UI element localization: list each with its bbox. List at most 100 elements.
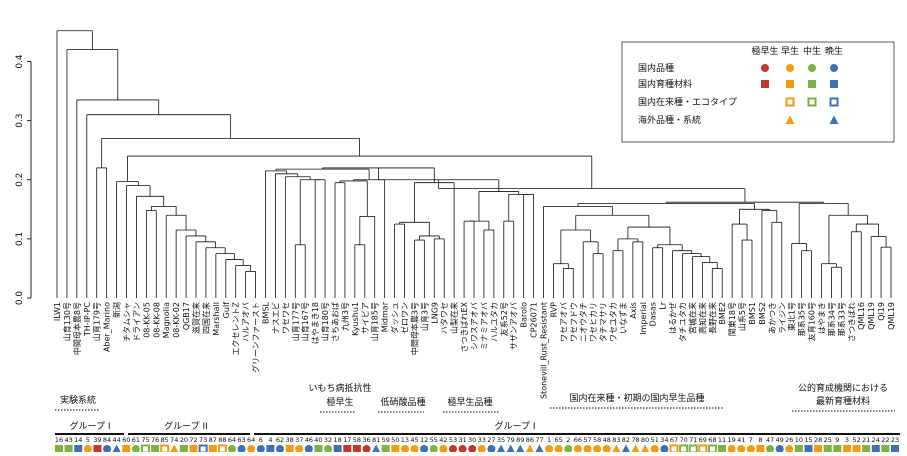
bottom-marker	[83, 445, 92, 453]
legend-marker	[785, 97, 795, 107]
bottom-marker	[871, 445, 880, 453]
bottom-index-number: 76	[151, 436, 159, 444]
legend-marker	[786, 80, 794, 88]
leaf-label: QGB17	[182, 302, 191, 330]
leaf-label: 中間母本農8号	[72, 302, 82, 355]
bottom-marker	[103, 445, 112, 453]
bottom-index-number: 64	[247, 436, 255, 444]
bottom-marker	[304, 445, 313, 453]
leaf-label: Kyushu1	[351, 302, 360, 336]
bottom-index-number: 27	[487, 436, 495, 444]
bottom-marker	[140, 444, 150, 454]
bottom-index-number: 12	[420, 436, 428, 444]
group-label: グループ I	[70, 420, 111, 432]
bottom-marker	[343, 445, 352, 453]
bottom-marker	[852, 445, 861, 453]
leaf-label: 山育167号	[300, 302, 310, 341]
legend-column-header: 中生	[803, 45, 821, 57]
bottom-marker	[256, 445, 265, 453]
bottom-marker	[112, 444, 122, 453]
bottom-marker	[534, 444, 544, 453]
bottom-index-number: 79	[506, 436, 514, 444]
bottom-index-number: 66	[574, 436, 582, 444]
leaf-label: 山育179号	[92, 302, 102, 341]
bottom-index-number: 50	[391, 436, 399, 444]
bottom-index-number: 80	[641, 436, 649, 444]
legend-marker	[808, 64, 816, 72]
bottom-index-number: 81	[372, 436, 380, 444]
leaf-label: QML19	[887, 302, 896, 330]
leaf-label: ドライアン	[132, 302, 141, 342]
bottom-marker	[573, 445, 582, 453]
leaf-label: BMS1	[748, 302, 757, 325]
leaf-label: 四国在来	[201, 302, 211, 334]
bottom-index-number: 63	[237, 436, 245, 444]
leaf-label: ナスエビ	[271, 302, 280, 334]
annotation-text: 国内在来種・初期の国内早生品種	[569, 392, 704, 404]
bottom-marker	[448, 445, 457, 453]
bottom-index-number: 44	[113, 436, 121, 444]
bottom-marker	[169, 444, 179, 453]
leaf-label: チタムシャ	[123, 302, 132, 342]
leaf-label: ニオウタチ	[579, 302, 588, 342]
bottom-index-number: 69	[699, 436, 707, 444]
leaf-label: Ql19	[877, 302, 886, 321]
bottom-marker	[679, 444, 689, 454]
bottom-index-number: 17	[343, 436, 351, 444]
leaf-label: 山育177号	[290, 302, 300, 341]
leaf-label: Axis	[629, 302, 638, 319]
bottom-index-number: 1	[547, 436, 551, 444]
bottom-index-number: 3	[845, 436, 849, 444]
leaf-label: Marshall	[212, 302, 221, 336]
bottom-index-number: 39	[93, 436, 101, 444]
y-axis: 0.0 0.1 0.2 0.3 0.4	[15, 54, 32, 305]
leaf-label: BME2	[718, 302, 727, 325]
bottom-index-number: 20	[180, 436, 188, 444]
leaf-label: 08-KK-02	[172, 302, 181, 338]
y-tick-label: 0.1	[15, 232, 25, 246]
bottom-marker	[756, 445, 765, 453]
leaf-label: Aber_Marino	[103, 302, 112, 352]
bottom-index-number: 34	[660, 436, 668, 444]
bottom-marker	[400, 445, 409, 453]
bottom-index-number: 40	[314, 436, 322, 444]
legend-row-label: 国内品種	[638, 62, 674, 74]
bottom-marker	[208, 445, 217, 453]
bottom-index-number: 73	[199, 436, 207, 444]
bottom-marker	[621, 444, 631, 453]
bottom-index-number: 67	[670, 436, 678, 444]
bottom-marker	[881, 445, 890, 453]
annotation-text: 低硝酸品種	[380, 396, 425, 408]
leaf-label: 友系52号	[499, 302, 509, 336]
leaf-label: 山系5号	[737, 302, 747, 331]
bottom-marker	[506, 444, 516, 453]
bottom-index-number: 25	[824, 436, 832, 444]
bottom-index-number: 59	[382, 436, 390, 444]
bottom-marker	[525, 444, 535, 453]
bottom-index-number: 24	[872, 436, 880, 444]
bottom-index-number: 5	[86, 436, 90, 444]
leaf-label: 友育160号	[807, 302, 817, 341]
bottom-index-number: 4	[268, 436, 272, 444]
bottom-index-number: 55	[430, 436, 438, 444]
bottom-index-number: 22	[881, 436, 889, 444]
bottom-index-number: 30	[468, 436, 476, 444]
bottom-index-number: 9	[835, 436, 839, 444]
bottom-index-number: 42	[439, 436, 447, 444]
bottom-marker	[746, 445, 755, 453]
legend-marker	[785, 115, 795, 124]
bottom-marker	[631, 444, 641, 453]
bottom-index-number: 83	[612, 436, 620, 444]
bottom-index-number: 31	[458, 436, 466, 444]
leaf-label: さちあおば	[331, 302, 340, 342]
y-tick-label: 0.2	[15, 173, 25, 187]
bottom-marker	[122, 445, 131, 453]
leaf-label: はやまき	[818, 302, 827, 334]
bottom-index-number: 38	[285, 436, 293, 444]
bottom-index-number: 82	[622, 436, 630, 444]
leaf-label: TH-IP-PC	[83, 302, 92, 338]
bottom-index-number: 46	[305, 436, 313, 444]
leaf-label: サイビア	[361, 302, 370, 334]
bottom-index-number: 51	[651, 436, 659, 444]
